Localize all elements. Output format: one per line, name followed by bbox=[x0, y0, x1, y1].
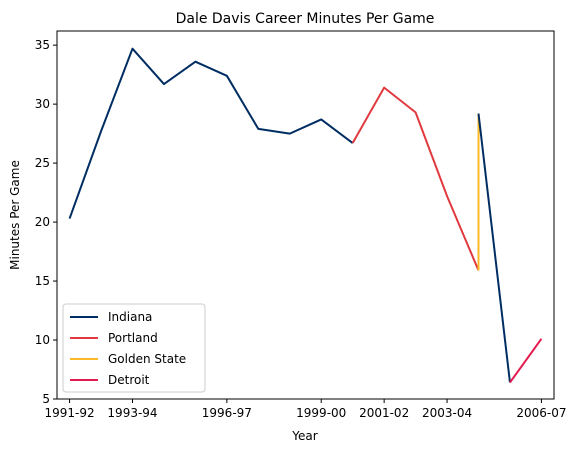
legend-label: Detroit bbox=[108, 373, 150, 387]
x-tick-label: 2006-07 bbox=[516, 406, 566, 420]
x-tick-label: 2001-02 bbox=[359, 406, 409, 420]
x-axis-title: Year bbox=[291, 429, 317, 443]
y-axis-title: Minutes Per Game bbox=[8, 160, 22, 270]
legend-label: Indiana bbox=[108, 310, 152, 324]
legend-label: Golden State bbox=[108, 352, 186, 366]
chart-title: Dale Davis Career Minutes Per Game bbox=[176, 11, 435, 27]
x-tick-label: 1991-92 bbox=[45, 406, 95, 420]
x-tick-label: 1993-94 bbox=[107, 406, 157, 420]
y-tick-label: 30 bbox=[35, 97, 50, 111]
x-tick-label: 2003-04 bbox=[422, 406, 472, 420]
y-tick-label: 5 bbox=[42, 392, 50, 406]
y-tick-label: 15 bbox=[35, 274, 50, 288]
y-tick-label: 20 bbox=[35, 215, 50, 229]
x-tick-label: 1999-00 bbox=[296, 406, 346, 420]
y-tick-label: 35 bbox=[35, 38, 50, 52]
y-tick-label: 25 bbox=[35, 156, 50, 170]
legend-label: Portland bbox=[108, 331, 158, 345]
y-tick-label: 10 bbox=[35, 333, 50, 347]
legend: Indiana Portland Golden State Detroit bbox=[63, 304, 205, 392]
x-tick-label: 1996-97 bbox=[202, 406, 252, 420]
